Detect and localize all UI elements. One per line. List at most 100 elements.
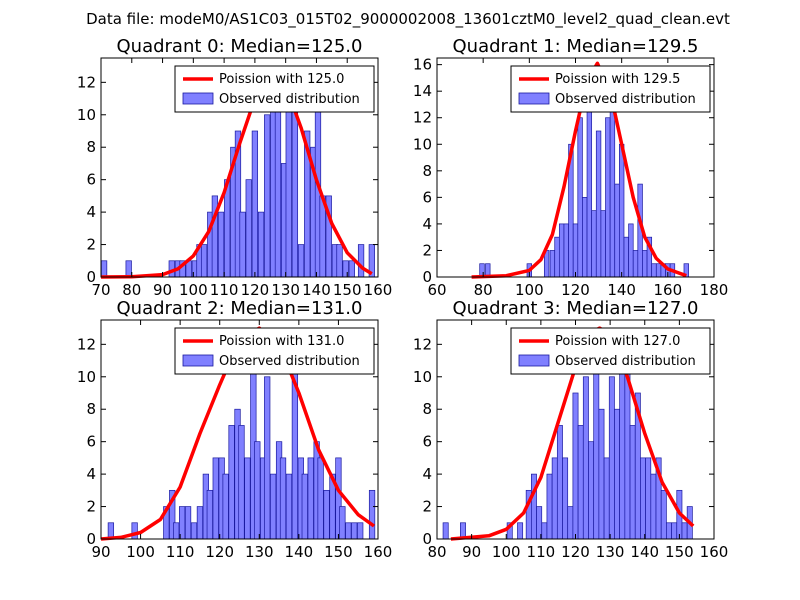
histogram-bar — [660, 489, 667, 540]
histogram-bar — [196, 506, 204, 540]
panel-title: Quadrant 3: Median=127.0 — [453, 298, 699, 319]
legend-bar-swatch — [518, 354, 550, 367]
histogram-bar — [206, 489, 213, 540]
x-tick-label: 80 — [427, 543, 446, 561]
y-tick-label: 12 — [77, 335, 96, 353]
histogram-bar — [600, 210, 606, 278]
x-tick-label: 140 — [630, 543, 659, 561]
histogram-bar — [614, 183, 620, 278]
x-tick-label: 130 — [271, 281, 300, 299]
histogram-bar — [619, 143, 625, 278]
x-tick-label: 100 — [515, 281, 544, 299]
histogram-bar — [244, 457, 251, 540]
x-tick-label: 180 — [700, 281, 729, 299]
legend: Poission with 127.0 Observed distribution — [510, 327, 711, 375]
x-tick-label: 160 — [700, 543, 729, 561]
figure-suptitle: Data file: modeM0/AS1C03_015T02_90000020… — [86, 10, 730, 29]
histogram-bar — [567, 506, 574, 540]
histogram-bar — [323, 489, 330, 540]
x-tick-label: 130 — [596, 543, 625, 561]
histogram-bar — [671, 522, 678, 540]
legend-bar-swatch — [518, 92, 550, 105]
panel-quadrant-2: Quadrant 2: Median=131.090 100 110 120 130 14… — [77, 298, 392, 561]
histogram-bar — [629, 425, 636, 540]
histogram-bar — [517, 522, 524, 540]
histogram-bar — [632, 250, 639, 278]
histogram-bar — [336, 244, 343, 278]
histogram-bar — [531, 473, 537, 540]
x-tick-label: 150 — [333, 281, 362, 299]
histogram-bar — [582, 197, 588, 278]
histogram-bar — [357, 244, 365, 278]
y-tick-label: 12 — [77, 73, 96, 91]
x-tick-label: 160 — [364, 281, 393, 299]
histogram-bar — [345, 522, 352, 540]
y-tick-label: 2 — [86, 236, 96, 254]
x-tick-label: 100 — [126, 543, 155, 561]
legend-label: Observed distribution — [219, 354, 360, 369]
y-tick-label: 14 — [413, 82, 432, 100]
legend-label: Observed distribution — [555, 92, 696, 107]
histogram-bar — [655, 263, 662, 278]
y-tick-label: 10 — [77, 368, 96, 386]
x-tick-label: 100 — [492, 543, 521, 561]
panel-title: Quadrant 2: Median=131.0 — [117, 298, 363, 319]
y-tick-label: 10 — [77, 106, 96, 124]
y-tick-label: 4 — [422, 215, 432, 233]
histogram-bar — [588, 441, 595, 540]
x-tick-label: 140 — [302, 281, 331, 299]
histogram-bar — [285, 473, 293, 540]
histogram-bar — [623, 236, 629, 278]
histogram-bar — [173, 522, 180, 540]
x-tick-label: 120 — [205, 543, 234, 561]
histogram-bar — [551, 457, 558, 540]
x-tick-label: 100 — [179, 281, 208, 299]
histogram-bar — [228, 425, 235, 540]
panel-quadrant-1: Quadrant 1: Median=129.560 80 100 120 140 160… — [413, 36, 728, 299]
x-tick-label: 120 — [561, 543, 590, 561]
x-tick-label: 140 — [607, 281, 636, 299]
panel-quadrant-3: Quadrant 3: Median=127.080 90 100 110 120 130… — [413, 298, 728, 561]
histogram-bar — [593, 360, 600, 540]
x-tick-label: 70 — [91, 281, 110, 299]
histogram-bar — [608, 376, 615, 540]
histogram-bar — [279, 457, 287, 540]
histogram-bar — [357, 522, 364, 540]
histogram-bar — [605, 117, 611, 278]
y-tick-label: 4 — [422, 465, 432, 483]
histogram-bar — [572, 223, 579, 278]
histogram-bar — [595, 130, 602, 278]
x-tick-label: 160 — [654, 281, 683, 299]
x-tick-label: 120 — [241, 281, 270, 299]
x-tick-label: 120 — [561, 281, 590, 299]
histogram-bar — [264, 376, 271, 540]
histogram-bar — [681, 522, 688, 540]
x-tick-label: 110 — [210, 281, 239, 299]
y-tick-label: 4 — [86, 465, 96, 483]
x-tick-label: 140 — [285, 543, 314, 561]
y-tick-label: 8 — [422, 162, 432, 180]
y-tick-label: 10 — [413, 135, 432, 153]
histogram-bar — [317, 457, 324, 540]
y-tick-label: 16 — [413, 56, 432, 74]
x-tick-label: 130 — [245, 543, 274, 561]
x-tick-label: 90 — [91, 543, 110, 561]
legend: Poission with 125.0 Observed distribution — [174, 65, 375, 113]
legend-label: Poission with 127.0 — [555, 334, 680, 349]
histogram-bar — [351, 522, 358, 540]
histogram-bar — [200, 244, 208, 278]
histogram-bar — [628, 223, 634, 278]
x-tick-label: 150 — [324, 543, 353, 561]
histogram-bar — [245, 179, 252, 278]
histogram-bar — [100, 260, 108, 278]
histogram-bar — [549, 250, 556, 278]
histogram-bar — [251, 130, 259, 278]
y-tick-label: 6 — [422, 188, 432, 206]
y-tick-label: 2 — [86, 498, 96, 516]
legend: Poission with 131.0 Observed distribution — [174, 327, 375, 375]
histogram-bar — [541, 522, 548, 540]
y-tick-label: 2 — [422, 241, 432, 259]
histogram-bar — [650, 473, 657, 540]
legend-label: Observed distribution — [555, 354, 696, 369]
